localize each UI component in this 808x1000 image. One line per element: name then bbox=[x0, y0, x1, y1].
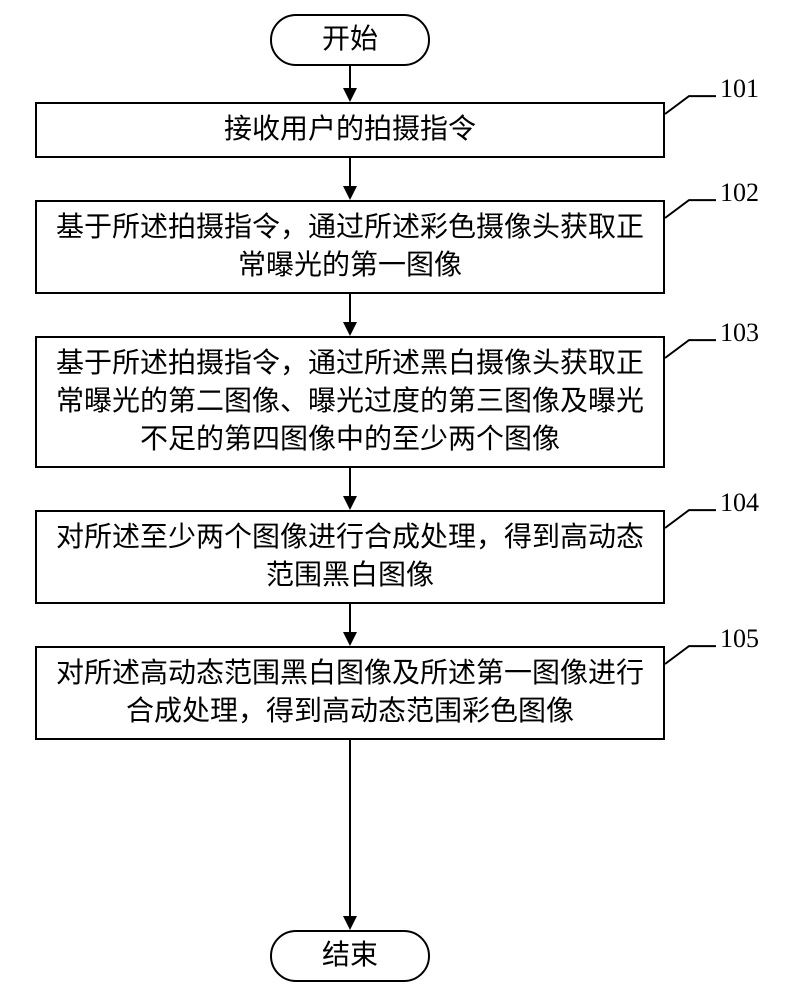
start-node: 开始 bbox=[270, 14, 430, 66]
step-text: 对所述高动态范围黑白图像及所述第一图像进行合成处理，得到高动态范围彩色图像 bbox=[51, 655, 649, 731]
flow-arrow-line bbox=[349, 604, 351, 634]
flow-arrow-line bbox=[349, 740, 351, 918]
flow-arrow-head bbox=[343, 186, 357, 200]
step-103: 基于所述拍摄指令，通过所述黑白摄像头获取正常曝光的第二图像、曝光过度的第三图像及… bbox=[35, 336, 665, 468]
start-label: 开始 bbox=[322, 21, 378, 59]
label-103: 103 bbox=[720, 318, 759, 348]
leader-line bbox=[665, 340, 716, 358]
end-label: 结束 bbox=[322, 937, 378, 975]
step-102: 基于所述拍摄指令，通过所述彩色摄像头获取正常曝光的第一图像 bbox=[35, 200, 665, 294]
flow-arrow-line bbox=[349, 66, 351, 90]
flow-arrow-line bbox=[349, 468, 351, 498]
flow-arrow-head bbox=[343, 322, 357, 336]
step-105: 对所述高动态范围黑白图像及所述第一图像进行合成处理，得到高动态范围彩色图像 bbox=[35, 646, 665, 740]
flow-arrow-head bbox=[343, 88, 357, 102]
leader-line bbox=[665, 510, 716, 528]
leader-line bbox=[665, 646, 716, 664]
flow-arrow-line bbox=[349, 158, 351, 188]
step-text: 基于所述拍摄指令，通过所述黑白摄像头获取正常曝光的第二图像、曝光过度的第三图像及… bbox=[51, 345, 649, 458]
step-text: 对所述至少两个图像进行合成处理，得到高动态范围黑白图像 bbox=[51, 519, 649, 595]
end-node: 结束 bbox=[270, 930, 430, 982]
step-text: 基于所述拍摄指令，通过所述彩色摄像头获取正常曝光的第一图像 bbox=[51, 209, 649, 285]
leader-line bbox=[665, 200, 716, 218]
flow-arrow-head bbox=[343, 632, 357, 646]
label-102: 102 bbox=[720, 178, 759, 208]
flow-arrow-head bbox=[343, 916, 357, 930]
label-101: 101 bbox=[720, 74, 759, 104]
flow-arrow-line bbox=[349, 294, 351, 324]
leader-line bbox=[665, 96, 716, 114]
flow-arrow-head bbox=[343, 496, 357, 510]
step-text: 接收用户的拍摄指令 bbox=[224, 111, 476, 149]
step-101: 接收用户的拍摄指令 bbox=[35, 102, 665, 158]
label-105: 105 bbox=[720, 624, 759, 654]
label-104: 104 bbox=[720, 488, 759, 518]
step-104: 对所述至少两个图像进行合成处理，得到高动态范围黑白图像 bbox=[35, 510, 665, 604]
